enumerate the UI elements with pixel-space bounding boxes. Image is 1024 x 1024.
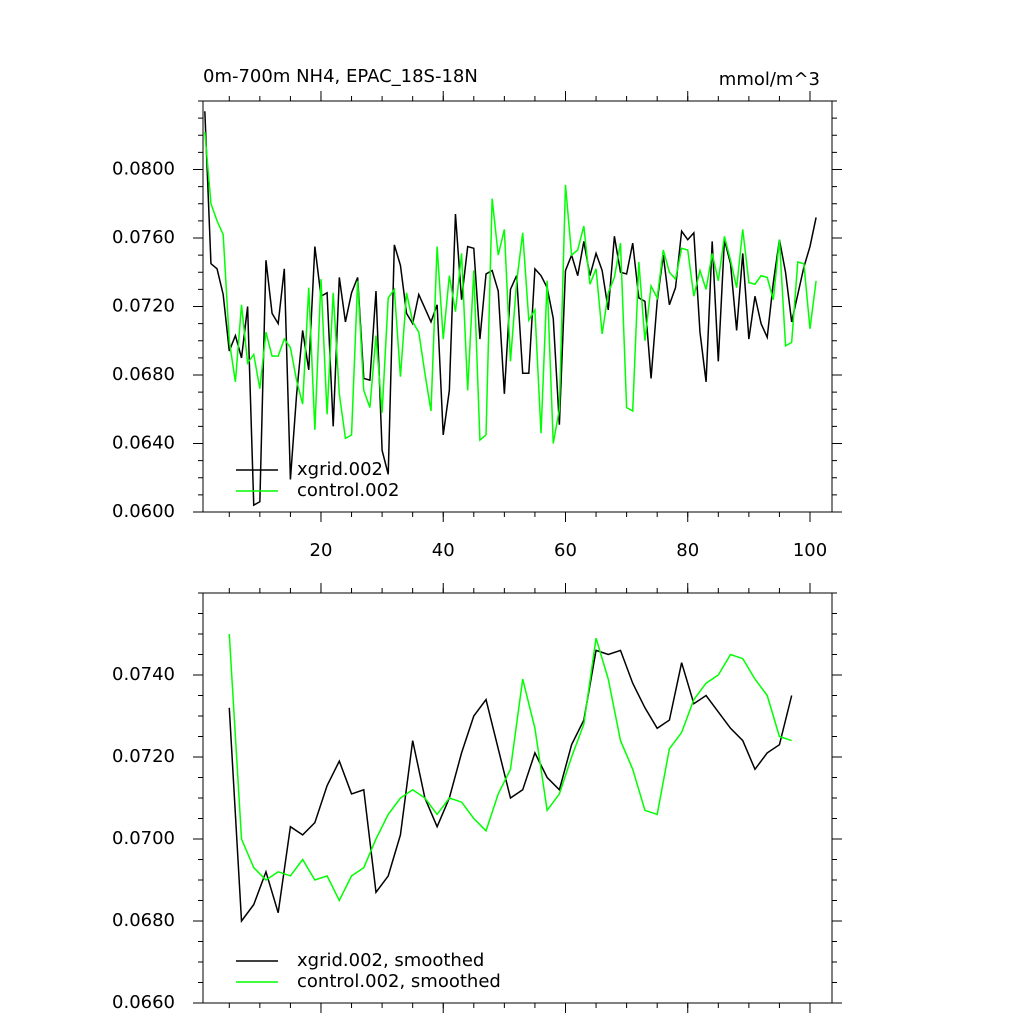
y-tick-label: 0.0760: [112, 227, 175, 248]
x-tick-label: 100: [793, 540, 827, 561]
legend-label: xgrid.002, smoothed: [297, 950, 484, 971]
legend-label: control.002, smoothed: [297, 971, 501, 992]
units-label: mmol/m^3: [719, 69, 820, 90]
series-line: [228, 649, 793, 924]
y-tick-label: 0.0740: [112, 664, 175, 685]
chart-title: 0m-700m NH4, EPAC_18S-18N: [203, 66, 478, 87]
series-line: [228, 633, 792, 903]
x-tick-label: 40: [432, 540, 455, 561]
y-tick-label: 0.0640: [112, 433, 175, 454]
series-line: [204, 111, 817, 507]
y-tick-label: 0.0680: [112, 364, 175, 385]
y-tick-label: 0.0720: [112, 296, 175, 317]
legend-label: xgrid.002: [297, 459, 383, 480]
x-tick-label: 20: [310, 540, 333, 561]
y-tick-label: 0.0700: [112, 828, 175, 849]
plot-frame: [202, 100, 833, 513]
legend-label: control.002: [297, 480, 399, 501]
y-tick-label: 0.0680: [112, 910, 175, 931]
y-tick-label: 0.0720: [112, 746, 175, 767]
y-tick-label: 0.0660: [112, 992, 175, 1013]
x-tick-label: 60: [554, 540, 577, 561]
y-tick-label: 0.0600: [112, 501, 175, 522]
y-tick-label: 0.0800: [112, 159, 175, 180]
series-line: [204, 131, 817, 444]
x-tick-label: 80: [676, 540, 699, 561]
plot-frame: [202, 592, 833, 1004]
